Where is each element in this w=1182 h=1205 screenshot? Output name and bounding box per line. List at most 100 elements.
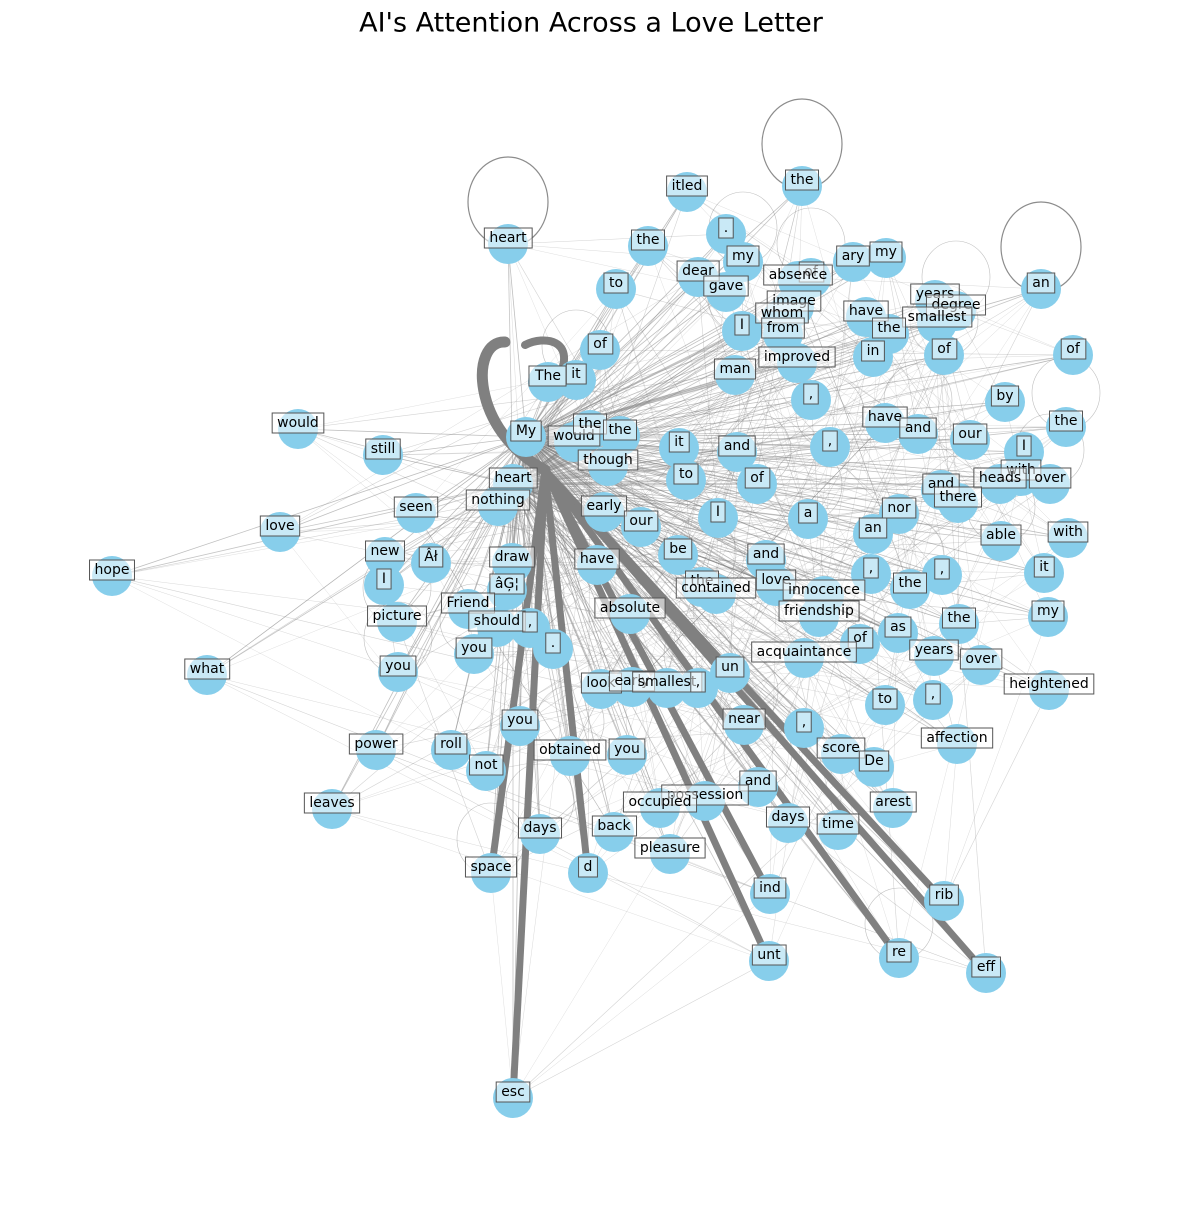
edge: [823, 354, 945, 597]
node-label: to: [878, 691, 892, 707]
edge: [704, 318, 783, 802]
label-box: [184, 658, 231, 680]
edge: [490, 872, 514, 1099]
edge: [955, 310, 1074, 356]
node-label: space: [470, 859, 511, 875]
label-box: [1028, 467, 1072, 489]
label-box: [608, 738, 646, 760]
edge: [331, 808, 987, 974]
edge: [943, 689, 1050, 902]
node-label: ind: [759, 880, 781, 896]
label-box: [1026, 272, 1056, 294]
label-box: [1060, 338, 1087, 360]
label-box: [722, 708, 766, 730]
edge: [507, 243, 621, 437]
node-label: the: [579, 416, 602, 432]
edge: [512, 483, 839, 831]
label-box: [959, 648, 1003, 670]
node-label: the: [609, 422, 632, 438]
edge: [397, 671, 521, 727]
node-label: my: [875, 244, 897, 260]
label-box: [690, 671, 706, 693]
node-label: with: [1053, 524, 1083, 540]
label-box: [863, 557, 879, 579]
node-label: ,: [940, 561, 944, 577]
edge: [279, 436, 527, 533]
node-label: though: [583, 452, 633, 468]
node-label: a: [804, 505, 813, 521]
label-box: [980, 524, 1022, 546]
label-box: [744, 467, 771, 489]
label-box: [603, 272, 629, 294]
label-box: [517, 817, 563, 839]
node-label: d: [584, 859, 593, 875]
label-box: [587, 333, 614, 355]
edge: [666, 439, 971, 689]
label-box: [761, 317, 805, 339]
edge: [297, 428, 839, 831]
node-label: innocence: [788, 582, 860, 598]
edge: [525, 436, 805, 729]
label-box: [862, 406, 908, 428]
label-box: [464, 856, 518, 878]
node-label: should: [474, 613, 520, 629]
label-box: [713, 358, 757, 380]
node-label: friendship: [784, 603, 854, 619]
edge: [331, 593, 717, 810]
node-label: score: [822, 740, 860, 756]
node-label: heightened: [1009, 676, 1089, 692]
label-box: [469, 754, 504, 776]
label-box: [348, 733, 404, 755]
label-box: [899, 417, 937, 439]
node-label: of: [853, 630, 868, 646]
label-box: [751, 641, 857, 663]
edge: [473, 653, 628, 756]
node-label: years: [915, 642, 954, 658]
label-box: [418, 546, 444, 568]
edge: [525, 280, 799, 438]
label-box: [747, 543, 785, 565]
edge: [793, 306, 900, 515]
label-box: [881, 497, 917, 519]
edge: [490, 655, 935, 874]
node-label: as: [890, 619, 906, 635]
edge: [769, 585, 777, 895]
node-label: still: [371, 441, 395, 457]
node-label: improved: [764, 349, 830, 365]
node-label: have: [580, 551, 614, 567]
label-box: [933, 486, 983, 508]
edge: [917, 433, 960, 625]
label-box: [858, 517, 888, 539]
label-box: [816, 813, 860, 835]
label-box: [973, 467, 1027, 489]
label-box: [739, 770, 777, 792]
node-label: roll: [440, 736, 462, 752]
node-label: early: [586, 498, 621, 514]
label-box: [580, 495, 628, 517]
edge: [512, 483, 628, 756]
label-box: [869, 241, 903, 263]
label-box: [765, 806, 811, 828]
node-label: ary: [842, 248, 865, 264]
node-label: the: [878, 320, 901, 336]
node-label: heart: [489, 230, 527, 246]
node-label: ,: [809, 386, 813, 402]
label-box: [758, 346, 836, 368]
node-label: heads: [979, 470, 1021, 486]
node-label: the: [637, 232, 660, 248]
node-label: arest: [875, 794, 911, 810]
label-box: [803, 383, 819, 405]
label-box: [872, 317, 906, 339]
label-box: [751, 944, 787, 966]
node-label: by: [996, 388, 1013, 404]
node-label: ,: [931, 686, 935, 702]
edge: [512, 483, 633, 688]
edge: [512, 664, 982, 1099]
edge: [415, 288, 617, 514]
edge: [640, 526, 900, 959]
edge: [717, 451, 1025, 519]
node-label: days: [771, 809, 804, 825]
node-label: and: [724, 438, 750, 454]
label-box: [785, 169, 819, 191]
strong-edge: [509, 469, 549, 1099]
